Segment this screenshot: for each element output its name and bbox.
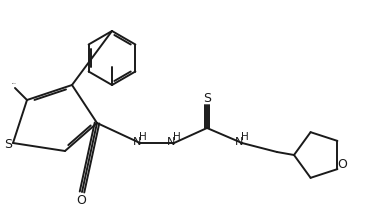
Text: S: S — [203, 91, 211, 105]
Text: S: S — [4, 138, 12, 151]
Text: H: H — [139, 132, 147, 142]
Text: methyl: methyl — [11, 82, 16, 84]
Text: O: O — [337, 158, 347, 171]
Text: H: H — [241, 132, 249, 142]
Text: H: H — [173, 132, 181, 142]
Text: N: N — [235, 137, 243, 147]
Text: N: N — [133, 137, 141, 147]
Text: N: N — [167, 137, 175, 147]
Text: O: O — [76, 194, 86, 207]
